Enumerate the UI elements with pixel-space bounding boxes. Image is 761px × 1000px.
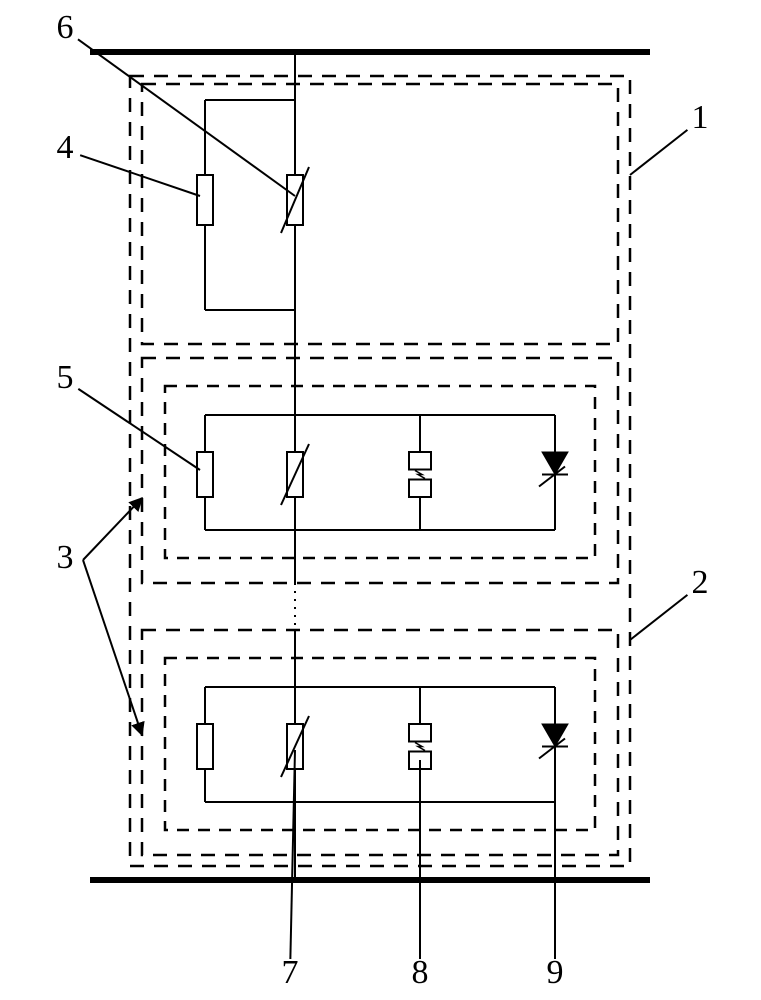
label-2: 2 <box>692 564 709 601</box>
label-3: 3 <box>57 539 74 576</box>
circuit-diagram: 6 4 5 3 1 2 7 8 9 <box>0 0 761 1000</box>
label-7: 7 <box>282 954 299 991</box>
label-8: 8 <box>412 954 429 991</box>
label-6: 6 <box>57 9 74 46</box>
label-9: 9 <box>547 954 564 991</box>
label-1: 1 <box>692 99 709 136</box>
label-4: 4 <box>57 129 74 166</box>
label-5: 5 <box>57 359 74 396</box>
